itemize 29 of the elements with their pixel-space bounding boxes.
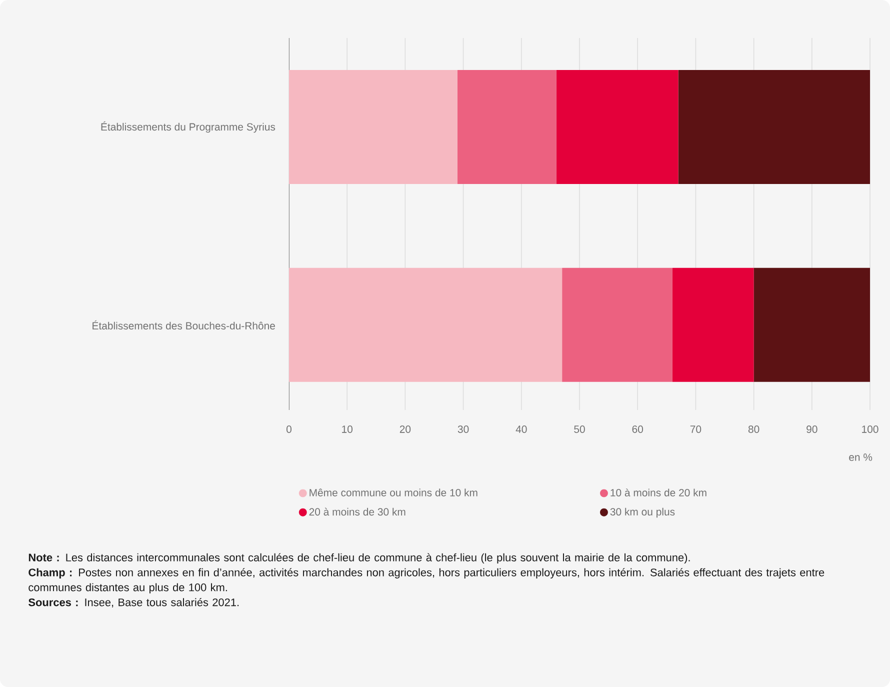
legend-label: 20 à moins de 30 km [309,508,406,516]
text: Champ : Postes non annexes en fin d’année, activités marchandes non agricoles, hors particuliers employeurs, hors intérim. Salariés effectuant des trajets entre communes distantes au plus de 100 km. [28,568,824,594]
legend-label: Même commune ou moins de 10 km [310,488,478,496]
x-axis-title: en % [849,454,872,461]
bar [288,268,562,382]
bar [457,70,556,184]
x-tick-label: 40 [516,426,527,433]
x-tick-label: 80 [748,426,760,433]
x-tick-label: 0 [286,426,292,433]
x-tick-label: 50 [574,426,585,433]
x-tick-label: 70 [690,426,702,433]
bar [562,268,672,382]
x-tick-label: 90 [806,426,818,433]
bar [754,268,870,382]
legend-label: 10 à moins de 20 km [610,488,706,496]
text: Sources : Insee, Base tous salariés 2021. [28,598,239,608]
x-tick-label: 30 [458,426,469,433]
text: Note : Les distances intercommunales sont calculées de chef-lieu de commune à chef-lieu (le plus souvent la mairie de la commune). [28,553,690,564]
bar [556,70,678,184]
x-tick-label: 100 [862,426,878,433]
legend-label: 30 km ou plus [610,508,675,518]
bar [672,268,754,382]
y-tick-label: Établissements du Programme Syrius [101,121,276,133]
x-tick-label: 20 [400,426,411,433]
x-tick-label: 10 [342,426,352,433]
y-tick-label: Établissements des Bouches-du-Rhône [92,320,275,330]
bar [288,70,458,184]
x-tick-label: 60 [632,426,644,433]
bar [678,70,870,184]
